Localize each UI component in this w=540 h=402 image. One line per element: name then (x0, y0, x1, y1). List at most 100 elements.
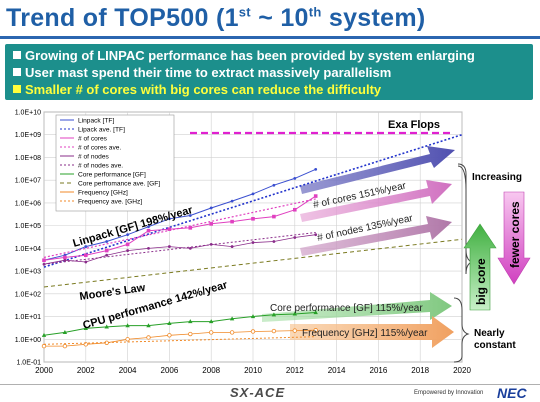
data-point (125, 242, 130, 247)
series-line (43, 195, 316, 261)
data-point (167, 320, 172, 325)
data-point (125, 337, 130, 342)
data-point (84, 260, 88, 264)
data-point (314, 167, 318, 171)
series-line (43, 238, 463, 288)
series-line (43, 312, 316, 336)
series-line (43, 133, 463, 268)
y-tick-label: 1.0E+06 (15, 200, 41, 207)
data-point (251, 241, 255, 244)
data-point (250, 329, 256, 334)
data-point (104, 324, 109, 329)
y-tick-label: 1.0E+09 (15, 132, 41, 139)
x-tick-label: 2004 (119, 366, 137, 375)
y-tick-label: 1.0E+02 (15, 291, 41, 298)
data-point (188, 226, 193, 230)
data-point (229, 316, 235, 321)
nec-logo: NEC (497, 385, 527, 401)
data-point (168, 245, 171, 248)
frequency-label: Frequency [GHz] 115%/year (302, 328, 428, 339)
data-point (293, 176, 297, 180)
legend-entry: Core performance [GF] (78, 172, 146, 179)
legend-entry: Linpack [TF] (78, 118, 114, 125)
chart-legend: Linpack [TF] Lipack ave. [TF] # of cores # … (55, 114, 175, 212)
data-point (147, 225, 150, 229)
data-point (84, 245, 88, 248)
series-line (44, 329, 316, 347)
data-point (147, 246, 150, 250)
x-tick-label: 2008 (202, 366, 220, 375)
data-point (83, 326, 88, 331)
data-point (313, 194, 318, 198)
data-point (126, 249, 129, 252)
data-point (62, 343, 68, 349)
exa-flops-label: Exa Flops (388, 119, 440, 131)
series-line (43, 232, 316, 265)
nearly-label: Nearly (474, 328, 505, 339)
data-point (229, 330, 235, 335)
data-point (168, 217, 171, 221)
data-point (62, 330, 68, 335)
data-point (293, 207, 297, 212)
y-tick-label: 1.0E+05 (15, 223, 41, 230)
x-tick-label: 2014 (328, 366, 346, 375)
bullet-item: User mast spend their time to extract ma… (13, 65, 391, 80)
data-point (167, 227, 172, 231)
page-title: Trend of TOP500 (1st ~ 10th system) (6, 4, 426, 32)
data-point (313, 328, 318, 333)
data-point (272, 214, 276, 219)
data-point (84, 253, 88, 258)
x-tick-label: 2016 (370, 366, 388, 375)
data-point (125, 323, 130, 328)
bullet-banner: Growing of LINPAC performance has been p… (5, 44, 533, 100)
sx-ace-logo: SX-ACE (230, 385, 286, 400)
data-point (126, 233, 129, 237)
data-point (188, 214, 192, 217)
data-point (105, 240, 109, 243)
linpack-growth-arrow (300, 146, 455, 194)
bullet-item-highlight: Smaller # of cores with big cores can re… (13, 82, 381, 97)
legend-entry: Lipack ave. [TF] (78, 127, 125, 134)
y-tick-label: 1.0E+04 (15, 246, 41, 253)
data-point (209, 206, 213, 210)
legend-entry: # of nodes ave. (78, 163, 123, 170)
data-point (42, 262, 46, 266)
y-tick-label: 1.0E+10 (15, 110, 41, 117)
nodes-growth-arrow (300, 216, 452, 256)
data-point (271, 312, 277, 317)
data-point (230, 219, 234, 224)
data-point (292, 328, 297, 333)
bullet-item: Growing of LINPAC performance has been p… (13, 48, 475, 63)
data-point (146, 323, 151, 328)
legend-entry: Frequency ave. [GHz] (78, 199, 142, 206)
big-core-label: big core (474, 258, 488, 305)
data-point (314, 233, 318, 237)
legend-entry: # of cores (78, 136, 108, 143)
series-line (43, 336, 316, 345)
data-point (230, 199, 234, 203)
legend-entry: Frequency [GHz] (78, 190, 128, 197)
data-point (188, 319, 193, 324)
data-point (272, 183, 276, 187)
x-tick-label: 2000 (35, 366, 53, 375)
y-tick-label: 1.0E-01 (16, 360, 41, 367)
data-point (41, 343, 47, 349)
data-point (313, 310, 318, 315)
title-underline (0, 36, 540, 39)
data-point (250, 314, 256, 319)
x-tick-label: 2020 (453, 366, 471, 375)
data-point (272, 240, 276, 243)
legend-entry: # of nodes (78, 154, 109, 161)
cores-growth-arrow (300, 180, 452, 222)
y-tick-label: 1.0E+00 (15, 337, 41, 344)
data-point (271, 328, 277, 334)
big-core-arrow (463, 223, 497, 311)
footer-divider (0, 384, 540, 385)
data-point (208, 330, 214, 335)
x-tick-label: 2012 (286, 366, 304, 375)
increasing-label: Increasing (472, 172, 522, 183)
fewer-cores-arrow (497, 191, 531, 285)
data-point (105, 253, 109, 257)
data-point (41, 332, 47, 337)
footer-tagline: Empowered by Innovation (414, 390, 484, 396)
